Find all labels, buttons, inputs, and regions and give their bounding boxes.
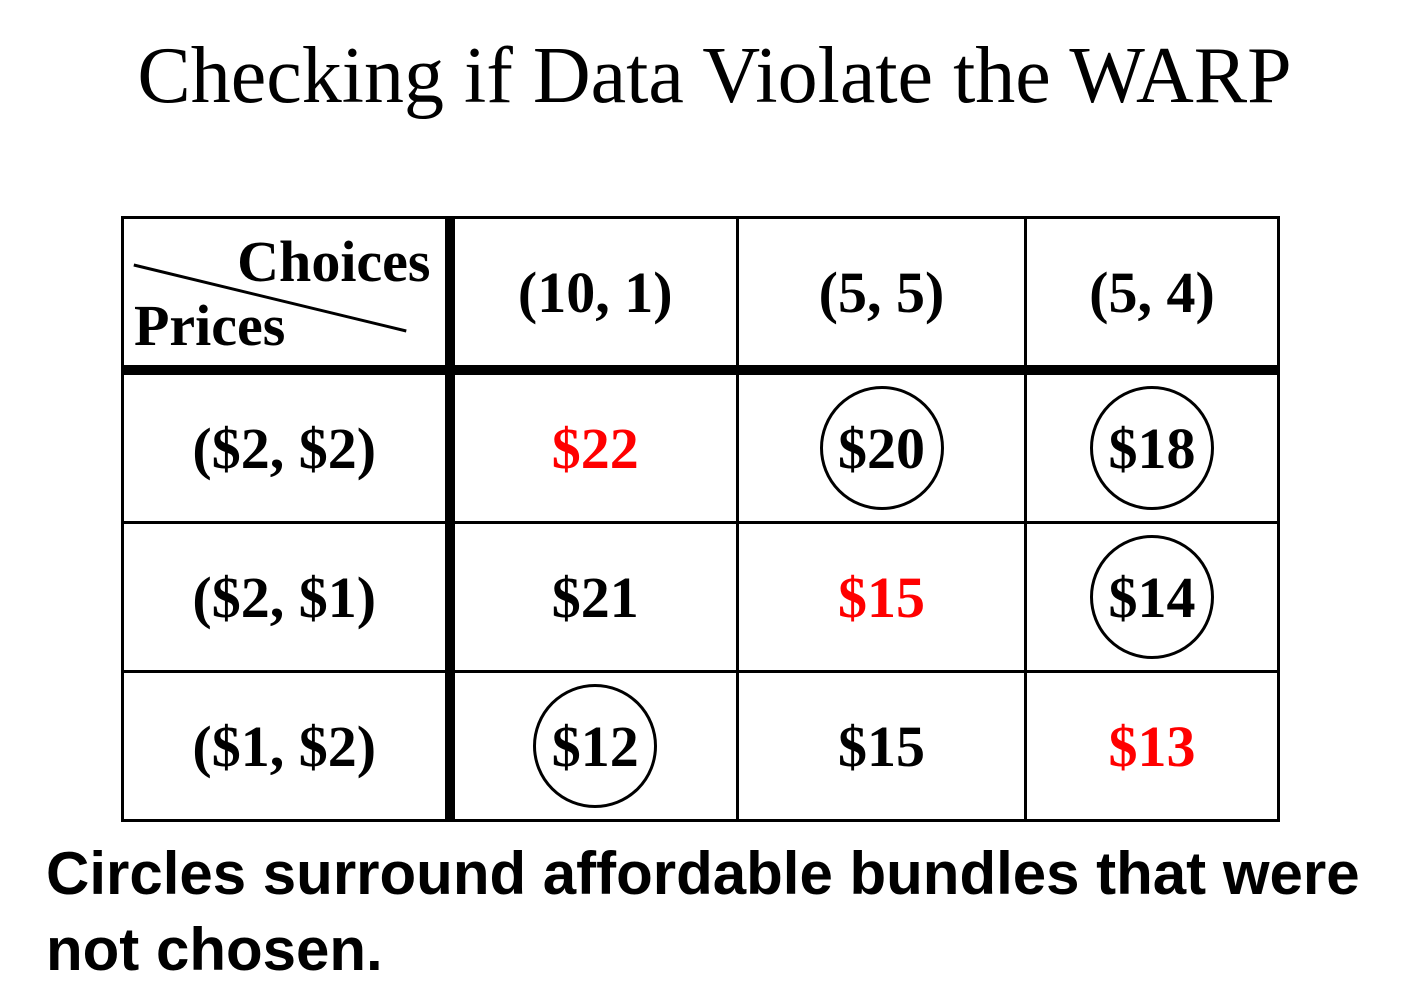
cost-value: $15 (838, 713, 925, 779)
cost-value: $15 (838, 564, 925, 630)
column-header: (5, 4) (1024, 216, 1280, 375)
table-row: ($1, $2) $12 $15 $13 (121, 670, 1280, 822)
caption: Circles surround affordable bundles that… (46, 840, 1360, 983)
row-label: ($1, $2) (121, 670, 455, 822)
cost-cell: $22 (448, 368, 739, 524)
cost-cell: $13 (1024, 670, 1280, 822)
column-header: (5, 5) (736, 216, 1027, 375)
cost-value: $21 (551, 564, 639, 630)
cost-value: $14 (1090, 535, 1214, 659)
cost-value: $13 (1108, 713, 1196, 779)
cost-cell: $15 (736, 670, 1027, 822)
cost-value: $18 (1090, 386, 1214, 510)
cost-cell: $14 (1024, 521, 1280, 673)
cost-cell: $20 (736, 368, 1027, 524)
cost-cell: $12 (448, 670, 739, 822)
cost-cell: $15 (736, 521, 1027, 673)
cost-value: $22 (551, 415, 639, 481)
slide-title: Checking if Data Violate the WARP (137, 32, 1292, 120)
row-label: ($2, $2) (121, 368, 455, 524)
cost-cell: $21 (448, 521, 739, 673)
warp-table: Choices Prices (10, 1) (5, 5) (5, 4) ($2… (121, 216, 1280, 822)
row-label: ($2, $1) (121, 521, 455, 673)
corner-diagonal-line (133, 263, 407, 333)
table-row: ($2, $2) $22 $20 $18 (121, 368, 1280, 524)
corner-prices-label: Prices (134, 293, 286, 358)
cost-cell: $18 (1024, 368, 1280, 524)
column-header: (10, 1) (448, 216, 739, 375)
corner-cell: Choices Prices (121, 216, 455, 375)
cost-value: $12 (533, 684, 658, 808)
corner-choices-label: Choices (237, 229, 431, 294)
header-row: Choices Prices (10, 1) (5, 5) (5, 4) (121, 216, 1280, 375)
cost-value: $20 (819, 386, 944, 510)
table-row: ($2, $1) $21 $15 $14 (121, 521, 1280, 673)
